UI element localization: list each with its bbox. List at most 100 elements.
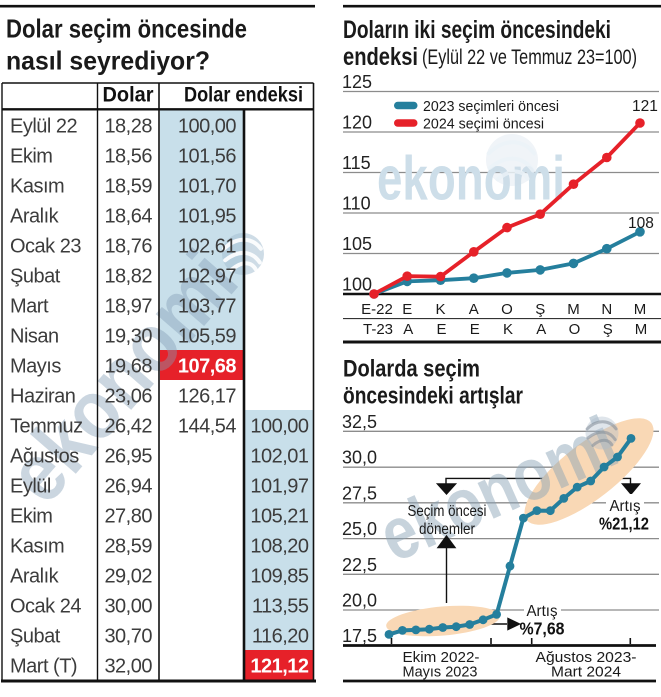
svg-text:öncesindeki artışlar: öncesindeki artışlar <box>343 383 523 410</box>
svg-text:121: 121 <box>632 98 658 115</box>
svg-text:T-23: T-23 <box>363 321 393 338</box>
svg-text:nasıl seyrediyor?: nasıl seyrediyor? <box>6 46 210 76</box>
svg-text:A: A <box>403 321 413 338</box>
svg-text:E: E <box>436 321 446 338</box>
svg-text:Dolar: Dolar <box>103 84 154 107</box>
svg-text:A: A <box>469 301 479 318</box>
svg-text:Eylül 22: Eylül 22 <box>10 115 78 137</box>
svg-text:Ekim: Ekim <box>10 145 52 167</box>
svg-text:Ş: Ş <box>535 301 545 318</box>
svg-text:18,76: 18,76 <box>104 235 152 257</box>
svg-text:19,68: 19,68 <box>104 355 152 377</box>
svg-text:K: K <box>435 301 445 318</box>
svg-text:102,97: 102,97 <box>178 265 237 287</box>
svg-text:17,5: 17,5 <box>342 626 377 646</box>
svg-text:102,61: 102,61 <box>178 235 237 257</box>
svg-text:108: 108 <box>628 215 654 232</box>
svg-text:%21,12: %21,12 <box>599 514 649 534</box>
svg-text:Doların iki seçim öncesindeki: Doların iki seçim öncesindeki <box>343 16 611 44</box>
svg-text:115: 115 <box>342 153 371 173</box>
svg-text:O: O <box>569 321 581 338</box>
svg-text:28,59: 28,59 <box>104 535 152 557</box>
svg-text:27,80: 27,80 <box>104 505 152 527</box>
svg-text:101,97: 101,97 <box>250 475 309 497</box>
svg-text:30,0: 30,0 <box>342 448 377 468</box>
svg-text:Ekim: Ekim <box>10 505 52 527</box>
svg-text:26,42: 26,42 <box>104 415 152 437</box>
svg-text:110: 110 <box>342 194 371 214</box>
svg-text:endeksi: endeksi <box>343 43 418 71</box>
svg-text:107,68: 107,68 <box>178 355 237 377</box>
svg-text:113,55: 113,55 <box>252 595 309 617</box>
svg-text:K: K <box>503 321 513 338</box>
svg-text:E: E <box>402 301 412 318</box>
svg-text:ekonomi: ekonomi <box>377 145 565 214</box>
svg-text:Aralık: Aralık <box>10 565 60 587</box>
svg-text:(Eylül 22 ve Temmuz 23=100): (Eylül 22 ve Temmuz 23=100) <box>422 46 637 69</box>
svg-text:Dolar endeksi: Dolar endeksi <box>184 84 303 107</box>
svg-text:Dolarda seçim: Dolarda seçim <box>343 356 480 383</box>
svg-text:E: E <box>470 321 480 338</box>
svg-text:Şubat: Şubat <box>10 265 61 287</box>
svg-text:18,97: 18,97 <box>104 295 152 317</box>
svg-text:18,82: 18,82 <box>104 265 152 287</box>
svg-text:29,02: 29,02 <box>104 565 152 587</box>
svg-text:E-22: E-22 <box>361 301 393 318</box>
svg-text:108,20: 108,20 <box>250 535 309 557</box>
svg-text:32,00: 32,00 <box>104 655 152 677</box>
svg-text:Eylül: Eylül <box>10 475 51 497</box>
svg-text:23,06: 23,06 <box>104 385 152 407</box>
svg-text:Artış: Artış <box>610 498 641 515</box>
svg-text:144,54: 144,54 <box>178 415 237 437</box>
svg-text:121,12: 121,12 <box>250 655 309 677</box>
svg-text:26,94: 26,94 <box>104 475 152 497</box>
svg-text:A: A <box>536 321 546 338</box>
svg-text:101,95: 101,95 <box>178 205 237 227</box>
svg-text:Dolar seçim öncesinde: Dolar seçim öncesinde <box>6 14 247 44</box>
svg-text:Ağustos: Ağustos <box>10 445 79 467</box>
svg-text:Temmuz: Temmuz <box>10 415 83 437</box>
svg-text:30,70: 30,70 <box>104 625 152 647</box>
svg-text:Aralık: Aralık <box>10 205 60 227</box>
svg-text:125: 125 <box>342 72 372 92</box>
svg-text:Kasım: Kasım <box>10 535 64 557</box>
svg-text:100,00: 100,00 <box>178 115 237 137</box>
svg-text:105,59: 105,59 <box>178 325 237 347</box>
svg-text:Seçim öncesi: Seçim öncesi <box>408 503 487 520</box>
svg-text:Mart (T): Mart (T) <box>10 655 77 677</box>
svg-text:25,0: 25,0 <box>342 519 377 539</box>
svg-text:2023 seçimleri öncesi: 2023 seçimleri öncesi <box>423 99 559 115</box>
svg-text:Kasım: Kasım <box>10 175 64 197</box>
svg-text:100,00: 100,00 <box>250 415 309 437</box>
svg-text:105: 105 <box>342 234 372 254</box>
svg-text:2024 seçimi öncesi: 2024 seçimi öncesi <box>423 117 544 133</box>
svg-text:Mart: Mart <box>10 295 49 317</box>
svg-text:105,21: 105,21 <box>250 505 309 527</box>
svg-text:Artış: Artış <box>527 603 558 620</box>
svg-text:N: N <box>601 301 612 318</box>
svg-text:126,17: 126,17 <box>178 385 237 407</box>
svg-text:Şubat: Şubat <box>10 625 61 647</box>
svg-text:26,95: 26,95 <box>104 445 152 467</box>
svg-text:18,59: 18,59 <box>104 175 152 197</box>
svg-text:32,5: 32,5 <box>342 412 377 432</box>
svg-text:Haziran: Haziran <box>10 385 75 407</box>
svg-text:101,56: 101,56 <box>178 145 237 167</box>
svg-text:Ş: Ş <box>603 321 613 338</box>
svg-text:dönemler: dönemler <box>419 521 476 538</box>
svg-text:18,56: 18,56 <box>104 145 152 167</box>
svg-text:Ağustos 2023-: Ağustos 2023- <box>536 649 637 666</box>
svg-text:20,0: 20,0 <box>342 591 377 611</box>
svg-text:116,20: 116,20 <box>252 625 309 647</box>
svg-text:Mayıs: Mayıs <box>10 355 61 377</box>
svg-text:M: M <box>567 301 580 318</box>
svg-text:120: 120 <box>342 113 372 133</box>
svg-text:Ekim 2022-: Ekim 2022- <box>403 649 480 666</box>
svg-text:Mayıs 2023: Mayıs 2023 <box>403 664 478 681</box>
svg-text:103,77: 103,77 <box>178 295 237 317</box>
svg-text:M: M <box>635 321 648 338</box>
svg-text:M: M <box>634 301 647 318</box>
svg-text:%7,68: %7,68 <box>520 619 565 639</box>
svg-text:Ocak 23: Ocak 23 <box>10 235 81 257</box>
svg-text:102,01: 102,01 <box>250 445 309 467</box>
